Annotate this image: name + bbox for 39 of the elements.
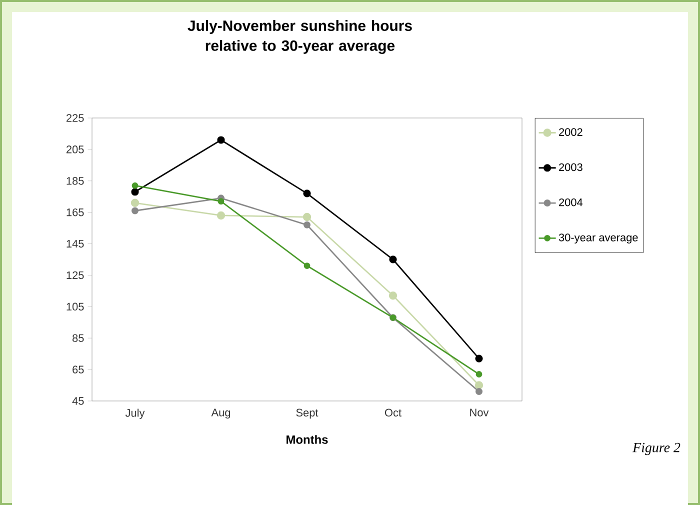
x-tick-label: Nov — [470, 408, 489, 416]
y-tick-label: 185 — [66, 177, 84, 185]
y-tick-label: 65 — [72, 366, 84, 374]
y-tick-label: 45 — [72, 397, 84, 405]
point — [389, 256, 397, 264]
x-tick-label: Sept — [296, 408, 318, 419]
point — [474, 381, 484, 390]
point — [130, 198, 140, 207]
y-tick-label: 125 — [66, 271, 84, 280]
point — [216, 211, 226, 220]
point — [217, 136, 225, 144]
x-tick-label: Oct — [385, 408, 402, 417]
point — [131, 188, 139, 196]
point — [475, 354, 483, 362]
chart-title: July-November sunshine hours relative to 30-year average — [188, 20, 412, 54]
x-tick-label: Aug — [211, 408, 230, 419]
point — [388, 292, 398, 300]
legend-label: 30-year average — [558, 234, 638, 244]
legend-label: 2004 — [559, 198, 583, 206]
y-tick-label: 165 — [66, 208, 84, 216]
point — [303, 190, 311, 198]
x-tick-label: July — [125, 408, 145, 419]
y-tick-label: 145 — [66, 240, 84, 248]
point — [476, 388, 483, 396]
point — [302, 212, 312, 222]
x-axis-title: Months — [286, 435, 328, 444]
y-tick-label: 85 — [72, 334, 84, 342]
point — [132, 207, 139, 214]
legend-label: 2002 — [559, 128, 582, 136]
y-tick-label: 205 — [66, 146, 84, 154]
legend-label: 2003 — [559, 163, 582, 172]
point — [304, 262, 310, 269]
y-tick-label: 105 — [66, 302, 84, 311]
point — [218, 198, 224, 205]
point — [476, 371, 482, 378]
point — [132, 182, 138, 189]
y-tick-label: 225 — [66, 114, 84, 122]
point — [304, 221, 311, 228]
caption: Figure 2 — [632, 442, 680, 456]
